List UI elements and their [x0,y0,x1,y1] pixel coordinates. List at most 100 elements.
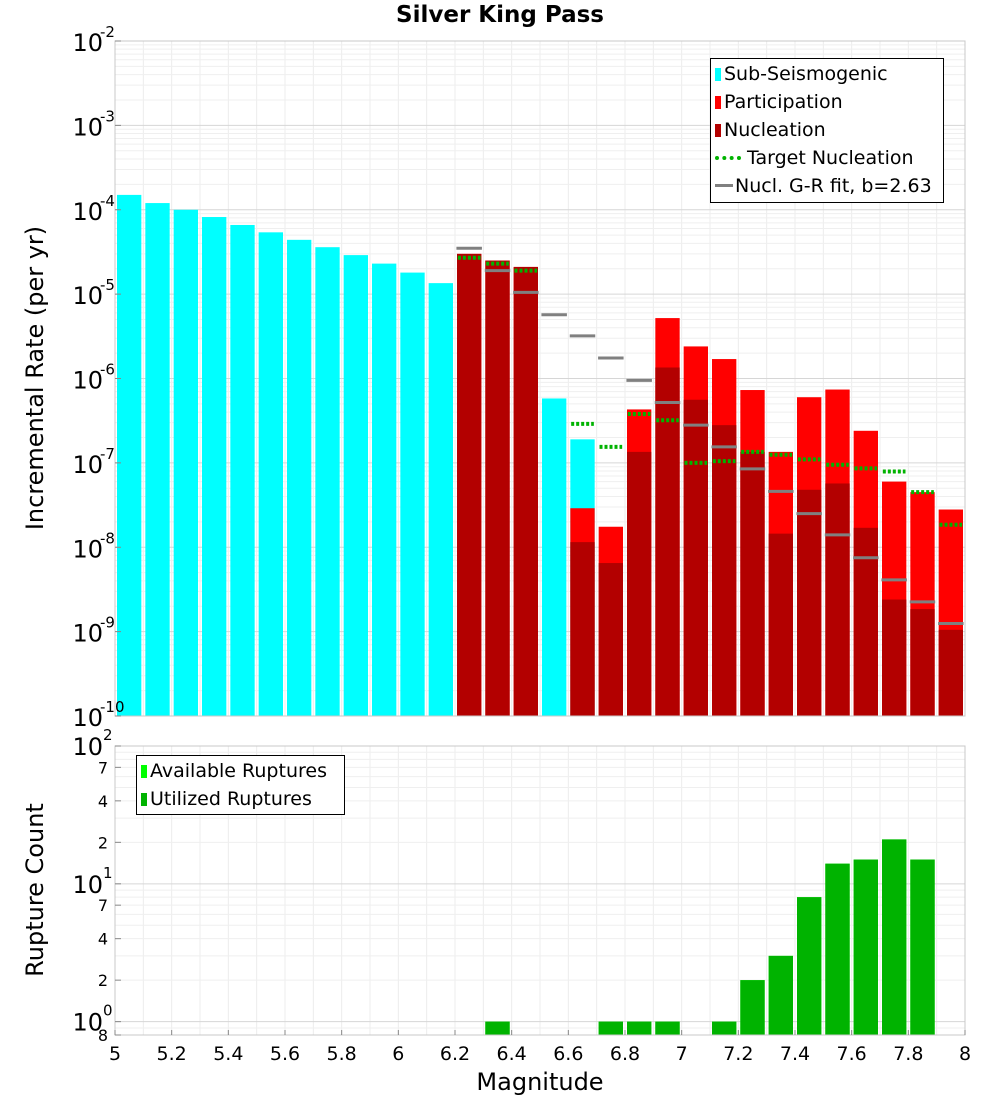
y-tick-label: 2 [98,971,108,990]
utilized-ruptures-bar [655,1021,680,1035]
utilized-ruptures-bar [712,1021,737,1035]
x-tick-label: 6.8 [610,1043,640,1065]
sub-seismogenic-bar [258,232,283,716]
x-tick-label: 6.2 [440,1043,470,1065]
legend-item-nucleation: Nucleation [711,117,943,143]
y-tick-base: 10 [72,29,103,57]
sub-seismogenic-bar [173,209,198,716]
legend-item-available-ruptures: Available Ruptures [137,758,344,784]
y-tick-base: 10 [72,113,103,141]
sub-seismogenic-bar [372,263,397,716]
x-axis-tick-labels: 5 5.2 5.4 5.6 5.8 6 6.2 6.4 6.6 6.8 7 7.2 7.4 7.6 7.8 8 [109,1030,971,1065]
utilized-ruptures-bar [910,859,935,1035]
nucleation-bar [853,527,878,716]
y-tick-label: 4 [98,792,108,811]
y-tick-exponent: 0 [103,1002,113,1020]
nucleation-bar [457,253,482,716]
y-tick-base: 10 [72,198,103,226]
y-tick-exponent: 1 [103,864,113,882]
y-tick-label: 10-2 [72,23,115,57]
y-tick-base: 10 [72,282,103,310]
x-tick-label: 7 [676,1043,688,1065]
y-tick-label: 10-9 [72,614,115,648]
utilized-ruptures-bar [797,897,822,1035]
y-tick-base: 10 [72,704,103,732]
nucleation-bar [938,629,963,716]
utilized-ruptures-bar [740,980,765,1035]
y-tick-label: 10-6 [72,361,115,395]
top-plot-markers [456,246,964,625]
nucleation-bar [712,425,737,716]
x-axis-label: Magnitude [476,1068,604,1096]
y-tick-exponent: -3 [100,107,115,125]
sub-seismogenic-bar [202,217,227,716]
sub-seismogenic-bar [343,255,368,716]
y-tick-minor: 2 [98,833,108,852]
nucleation-bar [882,599,907,716]
x-tick-label: 5.2 [157,1043,187,1065]
y-tick-minor: 7 [98,758,108,777]
y-tick-label: 2 [98,833,108,852]
legend-label: Available Ruptures [150,760,327,782]
y-tick-label: 10-7 [72,445,115,479]
sub-seismogenic-bar [230,224,255,716]
utilized-ruptures-bar [882,839,907,1035]
y-tick-base: 10 [72,367,103,395]
x-tick-label: 5.6 [270,1043,300,1065]
sub-seismogenic-bar [145,203,170,716]
legend-swatch [715,124,721,137]
y-tick-exponent: -9 [100,614,115,632]
y-tick-exponent: -10 [100,698,125,716]
y-tick-label: 10-4 [72,192,115,226]
y-tick-exponent: -7 [100,445,115,463]
sub-seismogenic-bar [428,283,453,716]
bottom-plot-grid [114,746,966,1036]
y-tick-label: 10 2 [72,726,112,761]
legend-label: Target Nucleation [747,147,914,169]
x-tick-label: 7.8 [893,1043,923,1065]
y-tick-label: 7 [98,758,108,777]
nucleation-bar [797,489,822,716]
sub-seismogenic-bar [315,247,340,716]
y-tick-label: 7 [98,896,108,915]
x-tick-label: 7.4 [780,1043,810,1065]
nucleation-bar [825,483,850,716]
legend-label: Utilized Ruptures [150,788,312,810]
utilized-ruptures-bar [485,1021,510,1035]
bottom-legend: Available Ruptures Utilized Ruptures [136,755,345,815]
nucleation-bar [655,367,680,716]
legend-label: Participation [724,91,843,113]
utilized-ruptures-bar [768,955,793,1035]
nucleation-bar [740,451,765,716]
legend-swatch [715,68,721,81]
legend-dotted-line [715,156,741,160]
top-plot-bars [117,194,963,716]
nucleation-bar [485,260,510,716]
y-tick-exponent: -5 [100,276,115,294]
y-tick-label: 10 1 [72,864,112,899]
nucleation-bar [513,266,538,716]
utilized-ruptures-bar [598,1021,623,1035]
y-tick-base: 10 [72,535,103,563]
y-tick-exponent: -4 [100,192,115,210]
y-tick-exponent: -8 [100,529,115,547]
nucleation-bar [683,399,708,716]
sub-seismogenic-bar [400,272,425,716]
top-legend: Sub-Seismogenic Participation Nucleation… [710,58,944,203]
y-tick-label: 10-5 [72,276,115,310]
y-tick-exponent: -2 [100,23,115,41]
bottom-y-axis-label: Rupture Count [21,803,49,977]
y-tick-label: 10-10 [72,698,124,732]
legend-solid-line [715,184,733,187]
y-tick-minor: 2 [98,971,108,990]
y-tick-minor: 8 [98,1026,108,1045]
legend-item-target-nucleation: Target Nucleation [711,145,943,171]
top-y-axis-label: Incremental Rate (per yr) [21,225,49,531]
x-tick-label: 5.8 [327,1043,357,1065]
y-tick-base: 10 [72,871,103,899]
y-tick-minor: 4 [98,792,108,811]
y-tick-base: 10 [72,620,103,648]
